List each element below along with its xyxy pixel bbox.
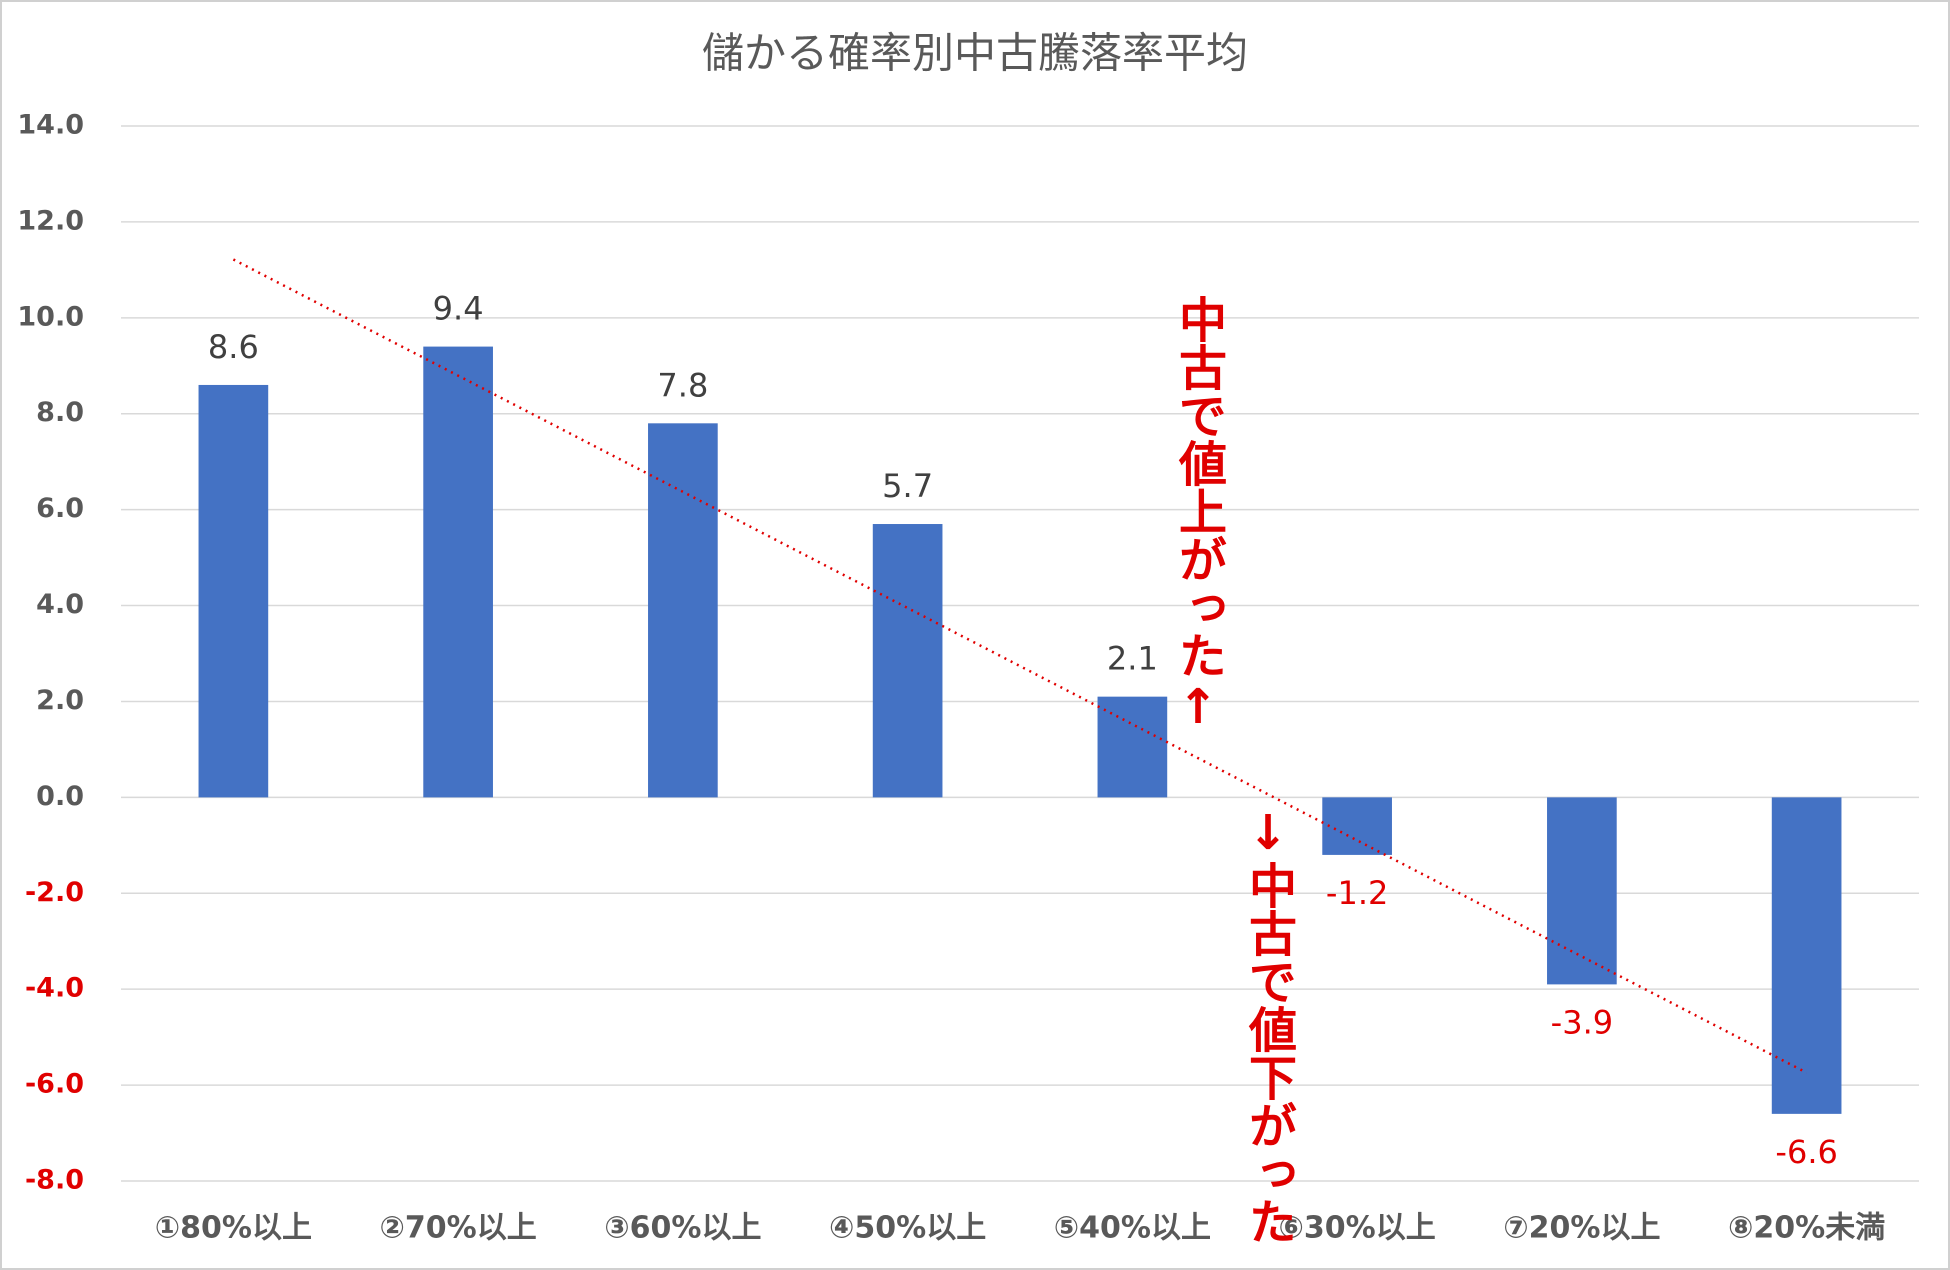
data-label: -3.9 [1551, 1003, 1613, 1041]
data-label: 5.7 [882, 467, 933, 505]
y-tick-label: -2.0 [25, 877, 84, 908]
x-tick-label: ⑥30%以上 [1279, 1211, 1436, 1246]
x-tick-label: ⑧20%未満 [1728, 1211, 1885, 1246]
data-label: 2.1 [1107, 640, 1158, 678]
annotation: ↓中古で値下がった [1240, 805, 1298, 1245]
plot-area: -8.0 -6.0 -4.0 -2.0 0.0 2.0 4.0 6.0 8.0 10.0 12.0 1… [17, 110, 1919, 1246]
bar [872, 524, 943, 798]
y-tick-label: 2.0 [36, 685, 84, 716]
data-label: -6.6 [1775, 1133, 1837, 1171]
x-tick-label: ②70%以上 [380, 1211, 537, 1246]
y-tick-label: 12.0 [17, 205, 84, 236]
bar [648, 423, 718, 798]
bar [1097, 696, 1168, 798]
data-label: 7.8 [657, 366, 708, 404]
y-tick-label: -6.0 [25, 1069, 84, 1100]
y-tick-label: 4.0 [36, 589, 84, 620]
x-tick-label: ③60%以上 [604, 1211, 761, 1246]
bar [1322, 797, 1392, 855]
annotation: 中古で値上がった↑ [1170, 295, 1228, 735]
bar [1547, 797, 1617, 985]
y-tick-label: 8.0 [36, 397, 84, 428]
data-label: -1.2 [1326, 874, 1388, 912]
bar [198, 384, 269, 798]
data-label: 9.4 [433, 290, 484, 328]
data-label: 8.6 [208, 328, 259, 366]
y-tick-label: -8.0 [25, 1165, 84, 1196]
chart-title: 儲かる確率別中古騰落率平均 [702, 29, 1248, 78]
x-tick-label: ①80%以上 [155, 1211, 312, 1246]
x-tick-label: ④50%以上 [829, 1211, 986, 1246]
trendline [232, 258, 1808, 1074]
y-tick-label: 0.0 [36, 781, 84, 812]
y-tick-label: 10.0 [17, 301, 84, 332]
y-tick-label: 14.0 [17, 110, 84, 141]
x-tick-label: ⑤40%以上 [1054, 1211, 1211, 1246]
y-tick-label: 6.0 [36, 493, 84, 524]
y-tick-label: -4.0 [25, 973, 84, 1004]
x-tick-label: ⑦20%以上 [1503, 1211, 1660, 1246]
bar [1771, 797, 1842, 1114]
bar [423, 346, 493, 798]
